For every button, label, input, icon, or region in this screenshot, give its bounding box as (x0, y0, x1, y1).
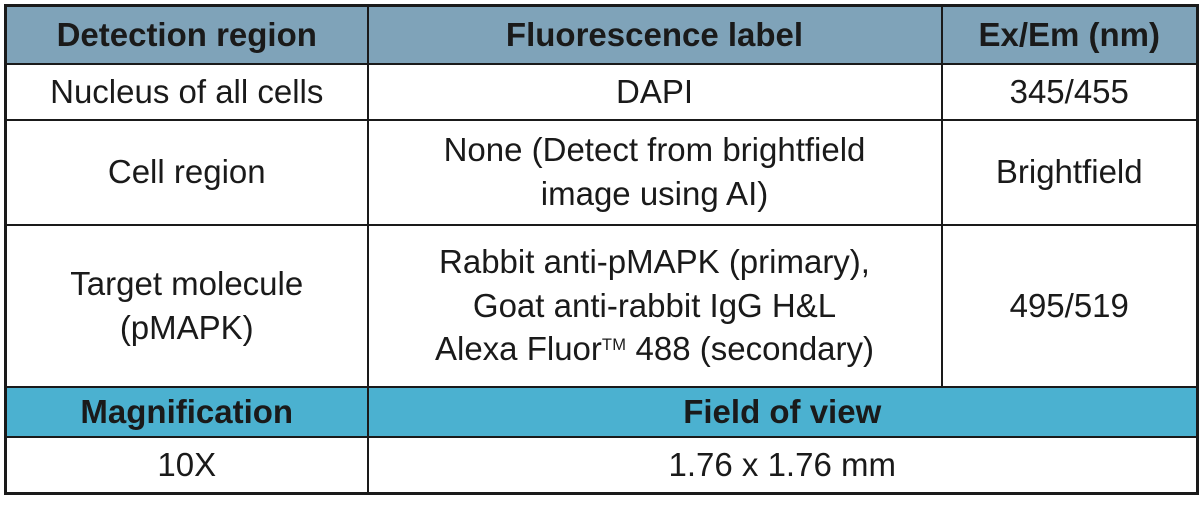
top-header-row: Detection region Fluorescence label Ex/E… (4, 4, 1199, 65)
header-field-of-view: Field of view (366, 385, 1199, 438)
region-line: (pMAPK) (119, 308, 254, 346)
header-ex-em: Ex/Em (nm) (940, 4, 1199, 65)
header-fluorescence-label: Fluorescence label (366, 4, 943, 65)
label-line: Goat anti-rabbit IgG H&L (472, 286, 837, 324)
cell-nucleus-exem: 345/455 (940, 62, 1199, 121)
cell-cellregion-exem: Brightfield (940, 118, 1199, 226)
label-line: None (Detect from brightfield (443, 131, 866, 169)
trademark-superscript: TM (601, 336, 627, 355)
table-row-target-molecule: Target molecule (pMAPK) Rabbit anti-pMAPK… (4, 223, 1199, 388)
bottom-values-row: 10X 1.76 x 1.76 mm (4, 435, 1199, 495)
cell-field-of-view-value: 1.76 x 1.76 mm (366, 435, 1199, 495)
label-line: image using AI) (540, 175, 769, 212)
header-magnification: Magnification (4, 385, 369, 438)
header-detection-region: Detection region (4, 4, 369, 65)
cell-cellregion-label: None (Detect from brightfield image using… (366, 118, 943, 226)
label-line: 488 (secondary) (626, 330, 875, 368)
table-row-nucleus: Nucleus of all cells DAPI 345/455 (4, 62, 1199, 121)
cell-target-label: Rabbit anti-pMAPK (primary), Goat anti-ra… (366, 223, 943, 388)
region-line: Target molecule (70, 264, 304, 302)
cell-magnification-value: 10X (4, 435, 369, 495)
cell-cellregion-region: Cell region (4, 118, 369, 226)
table-row-cell-region: Cell region None (Detect from brightfiel… (4, 118, 1199, 226)
cell-nucleus-label: DAPI (366, 62, 943, 121)
cell-target-exem: 495/519 (940, 223, 1199, 388)
bottom-header-row: Magnification Field of view (4, 385, 1199, 438)
label-line: Alexa Fluor (434, 330, 602, 368)
imaging-settings-table: Detection region Fluorescence label Ex/E… (4, 4, 1199, 495)
label-line: Rabbit anti-pMAPK (primary), (439, 243, 870, 281)
cell-nucleus-region: Nucleus of all cells (4, 62, 369, 121)
cell-target-region: Target molecule (pMAPK) (4, 223, 369, 388)
